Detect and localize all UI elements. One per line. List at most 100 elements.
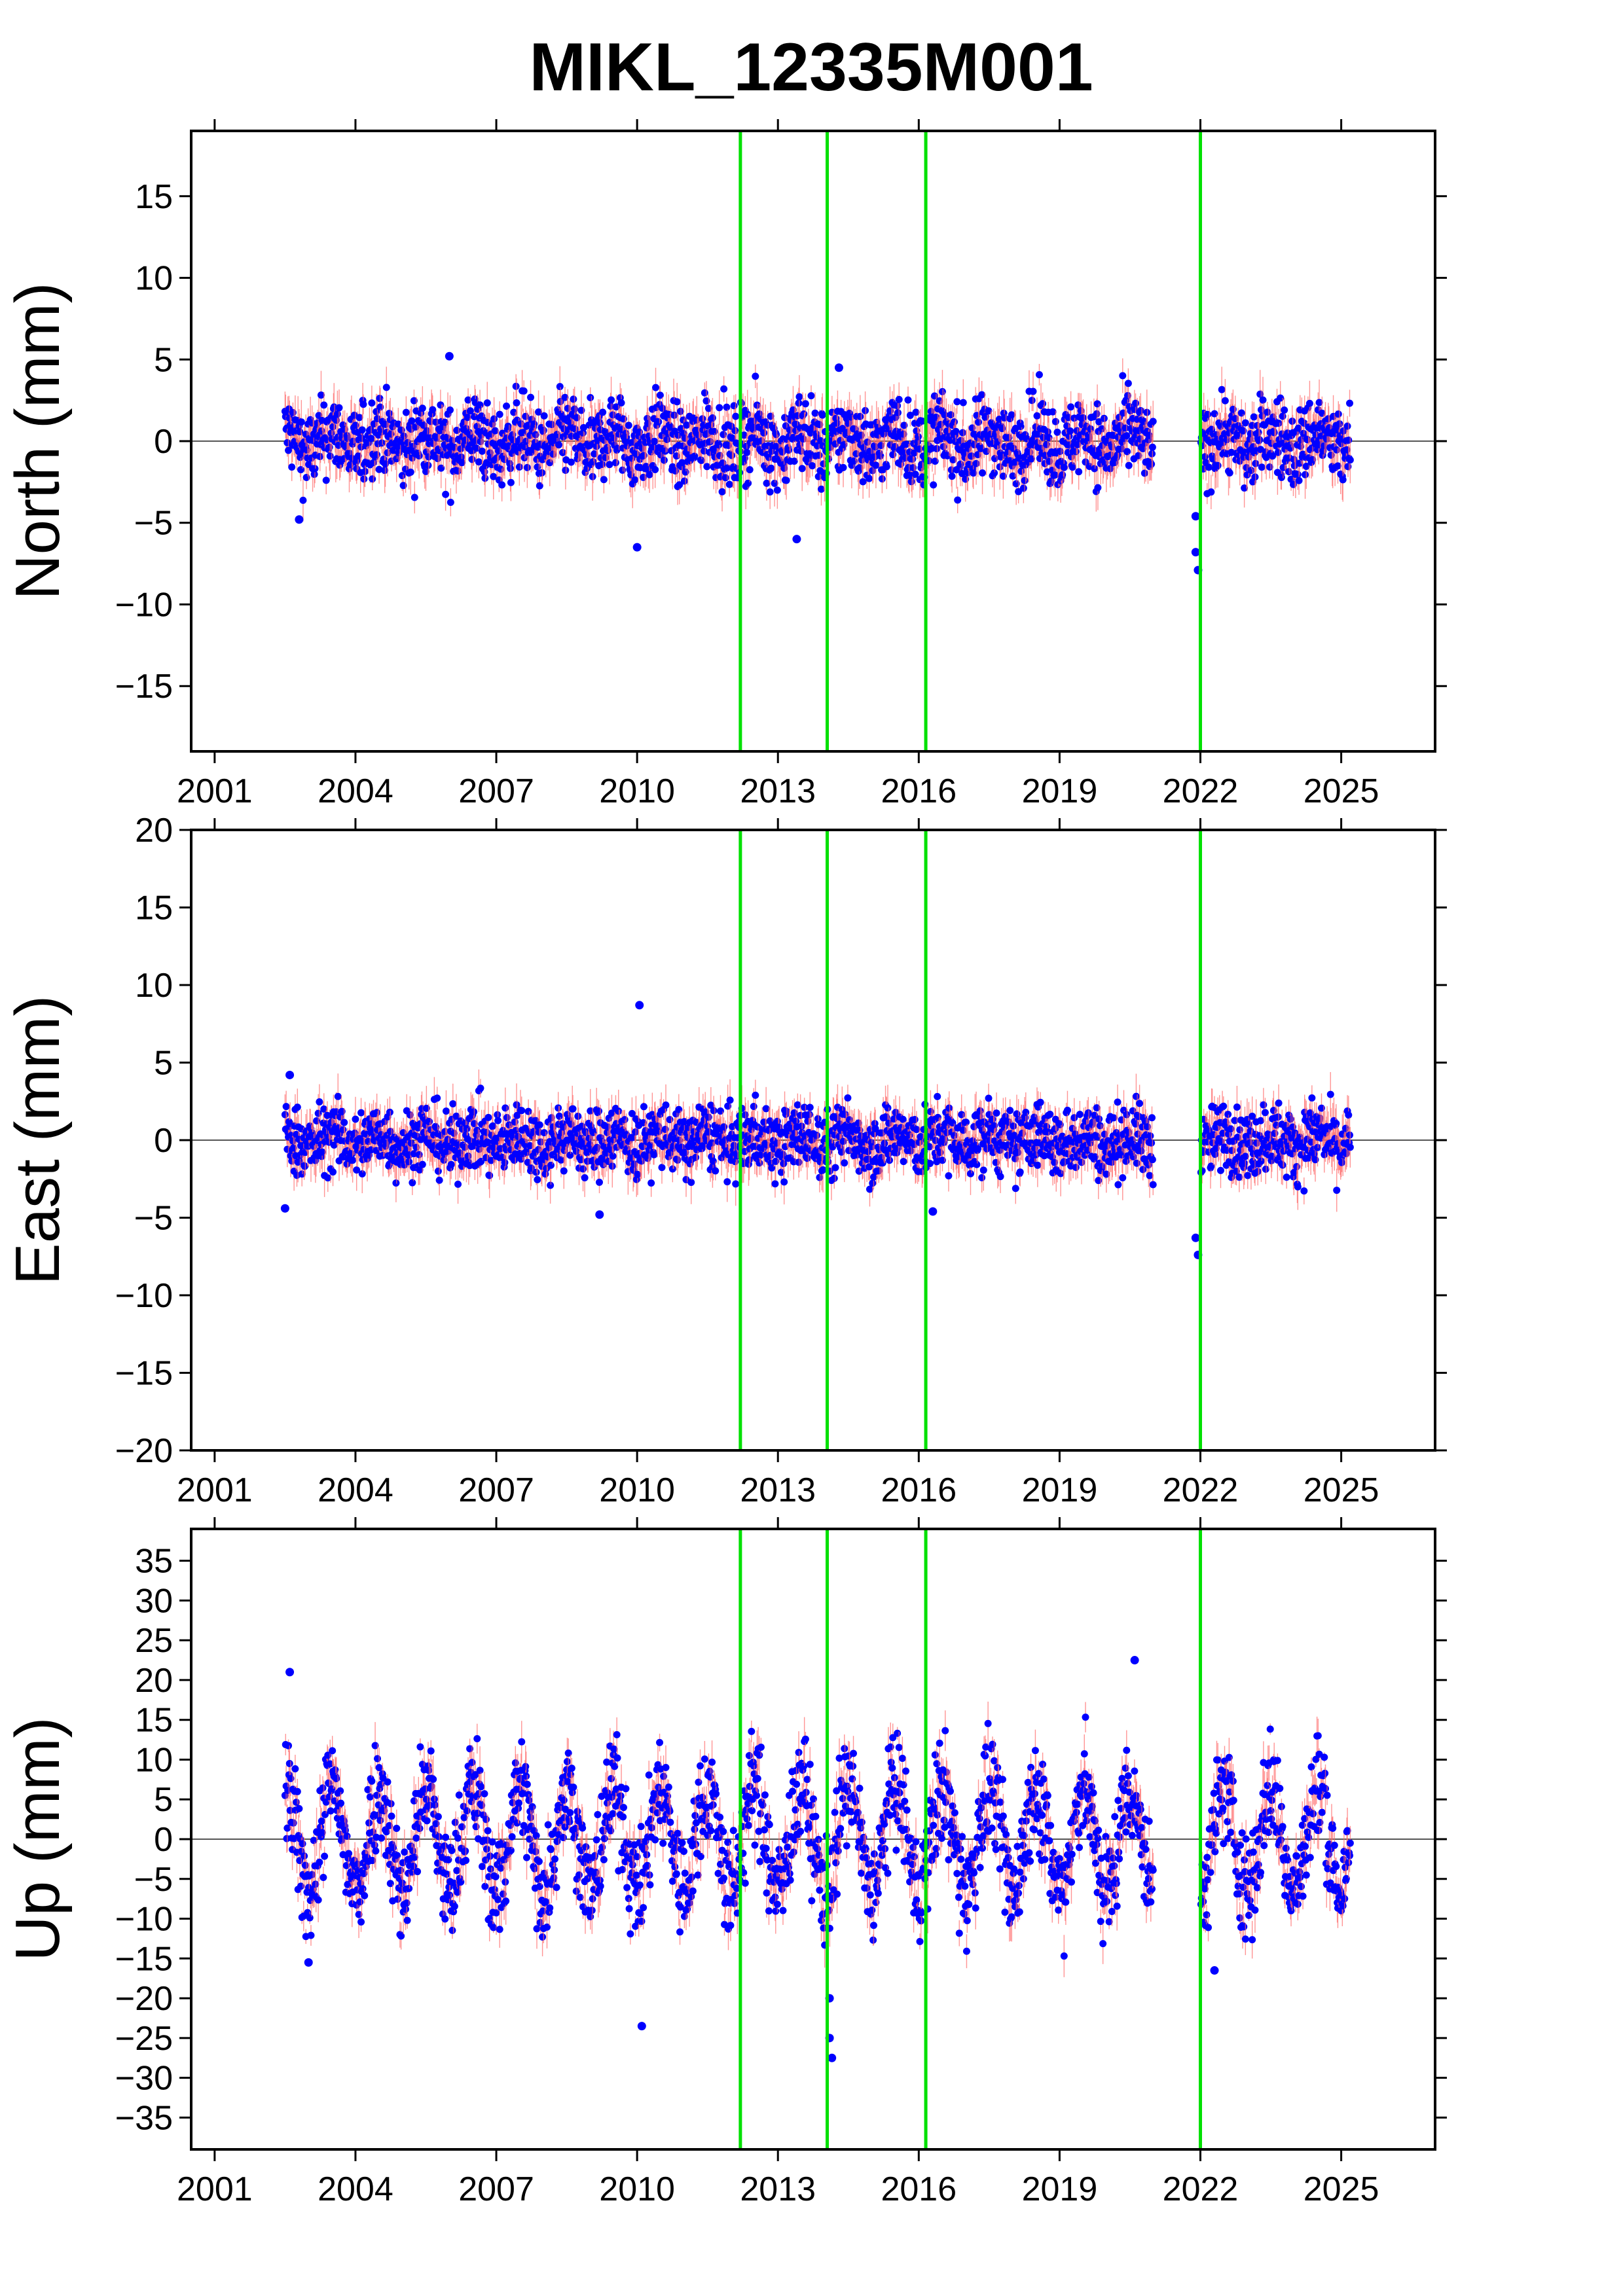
data-point: [1021, 476, 1029, 484]
data-point: [378, 439, 386, 447]
panel-north: 2001 2004 2007 2010 2013 2016 2019 2022 2025 15 10…: [3, 119, 1447, 810]
data-point: [587, 394, 594, 402]
data-point: [386, 1128, 394, 1136]
data-point: [335, 404, 343, 412]
data-point: [324, 1174, 332, 1182]
data-point: [453, 426, 461, 434]
data-point: [477, 1085, 484, 1092]
data-point: [818, 411, 826, 419]
data-point: [589, 473, 596, 480]
data-point: [599, 408, 607, 416]
data-point: [356, 414, 363, 422]
data-point: [433, 1094, 441, 1102]
data-point: [567, 458, 575, 466]
data-point: [663, 435, 671, 443]
data-point: [458, 453, 465, 461]
data-point: [536, 1121, 543, 1129]
data-point: [678, 459, 686, 467]
data-point: [416, 1166, 424, 1174]
data-point: [352, 1115, 359, 1123]
data-point: [1028, 397, 1036, 404]
data-point: [859, 478, 867, 486]
data-point: [442, 490, 450, 498]
data-point: [1302, 462, 1310, 470]
data-point: [809, 462, 816, 470]
data-point: [1080, 414, 1087, 422]
data-point: [407, 1139, 415, 1147]
data-point: [557, 1156, 565, 1164]
x-tick-label: 2019: [1022, 772, 1098, 810]
data-point: [523, 463, 531, 471]
data-point: [1264, 408, 1271, 416]
data-point: [1095, 418, 1103, 425]
data-point: [646, 471, 653, 478]
data-point: [790, 457, 798, 465]
data-point: [631, 476, 639, 484]
y-tick-label: −5: [134, 505, 173, 543]
data-point: [723, 464, 731, 472]
data-point: [429, 406, 437, 414]
data-point: [562, 466, 570, 474]
data-point: [649, 443, 657, 451]
data-point: [494, 1111, 501, 1119]
data-point: [918, 417, 926, 425]
data-point: [470, 1108, 478, 1116]
data-point: [320, 401, 328, 409]
data-point: [1256, 390, 1264, 398]
data-point: [608, 1162, 616, 1170]
data-point: [1067, 427, 1074, 435]
data-point: [392, 1179, 400, 1187]
data-point: [817, 485, 825, 493]
data-point: [1339, 476, 1347, 484]
data-point: [595, 1107, 603, 1115]
data-point: [297, 466, 304, 474]
data-point: [386, 410, 393, 418]
data-point: [1266, 463, 1273, 471]
data-point: [1015, 488, 1023, 495]
data-point: [398, 472, 406, 480]
data-point: [795, 399, 803, 407]
data-point: [520, 387, 528, 395]
data-point: [540, 412, 548, 420]
data-point: [358, 1170, 366, 1178]
data-point: [673, 398, 681, 406]
data-point: [466, 407, 474, 415]
y-tick-label: 15: [135, 178, 173, 216]
data-point: [912, 408, 920, 416]
data-point: [972, 459, 980, 467]
data-point-outlier: [1191, 512, 1200, 521]
data-point: [811, 409, 819, 417]
data-point: [359, 401, 367, 408]
data-point: [1277, 473, 1285, 481]
data-point: [375, 465, 383, 473]
data-point: [670, 411, 678, 419]
data-point: [468, 456, 476, 463]
data-point: [386, 1108, 393, 1116]
data-point: [720, 385, 728, 393]
data-point: [513, 1101, 520, 1109]
y-tick-label: −10: [115, 586, 173, 624]
data-point: [1250, 413, 1258, 421]
data-point: [615, 1107, 623, 1115]
data-point: [731, 427, 739, 435]
data-point: [1226, 469, 1233, 476]
data-point: [1132, 399, 1140, 407]
data-point: [628, 1109, 636, 1117]
data-point: [1288, 417, 1296, 425]
data-point: [676, 481, 684, 489]
data-point: [1345, 437, 1353, 444]
data-point: [708, 414, 716, 422]
data-point: [281, 1111, 289, 1119]
data-point: [878, 475, 886, 483]
data-point: [410, 493, 418, 501]
data-point: [766, 488, 774, 496]
x-tick-label: 2010: [599, 772, 675, 810]
data-point: [484, 1113, 492, 1121]
data-point: [1029, 387, 1037, 395]
data-point: [697, 456, 705, 464]
data-point: [1039, 433, 1047, 441]
data-point: [579, 1165, 587, 1173]
data-point: [979, 469, 987, 477]
data-point: [555, 1112, 563, 1120]
data-point: [785, 446, 793, 454]
